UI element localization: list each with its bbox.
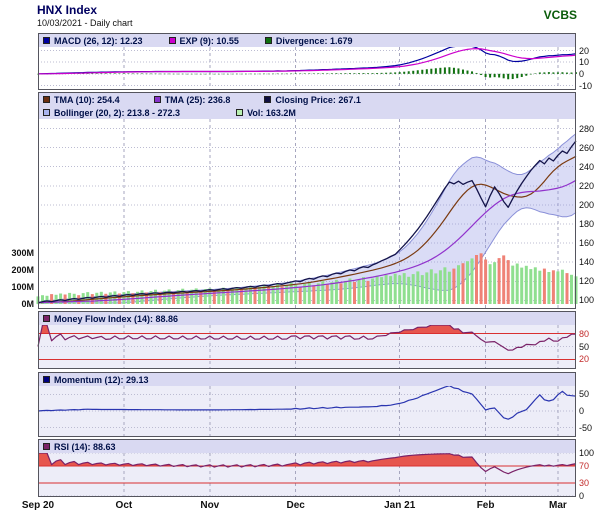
momentum-axis-tick: 0 — [579, 406, 585, 416]
price-axis-tick: 220 — [579, 180, 595, 191]
price-panel-legend: TMA (10): 254.4 TMA (25): 236.8 Closing … — [39, 93, 575, 119]
price-axis-tick: 140 — [579, 257, 595, 268]
macd-swatch-icon — [43, 37, 50, 44]
mfi-legend: Money Flow Index (14): 88.86 — [39, 312, 575, 325]
volume-axis-tick: 300M — [11, 248, 34, 258]
rsi-swatch-icon — [43, 443, 50, 450]
momentum-axis-tick: 50 — [579, 389, 590, 400]
volume-legend-label: Vol: 163.2M — [247, 107, 296, 118]
price-axis-tick: 120 — [579, 276, 595, 287]
macd-legend: MACD (26, 12): 12.23 EXP (9): 10.55 Dive… — [39, 34, 575, 47]
mfi-axis-tick: 50 — [579, 341, 590, 352]
macd-axis-tick: 10 — [579, 57, 590, 68]
legend-item-volume: Vol: 163.2M — [236, 108, 296, 118]
price-axis-tick: 200 — [579, 199, 595, 210]
legend-item-mfi: Money Flow Index (14): 88.86 — [43, 314, 178, 324]
legend-item-bollinger: Bollinger (20, 2): 213.8 - 272.3 — [43, 108, 180, 118]
divergence-swatch-icon — [264, 37, 272, 44]
legend-item-rsi: RSI (14): 88.63 — [43, 442, 116, 452]
exp-swatch-icon — [168, 37, 176, 44]
price-axis-tick: 180 — [579, 219, 595, 229]
volume-axis-tick: 200M — [11, 265, 34, 275]
x-axis-label: Dec — [286, 500, 305, 511]
legend-item-tma10: TMA (10): 254.4 — [43, 95, 120, 105]
macd-axis-tick: 20 — [579, 45, 590, 56]
legend-item-closing-price: Closing Price: 267.1 — [264, 95, 361, 105]
tma25-legend-label: TMA (25): 236.8 — [164, 94, 231, 105]
chart-subtitle: 10/03/2021 - Daily chart — [37, 18, 133, 28]
rsi-axis-tick: 30 — [579, 478, 590, 489]
rsi-axis-tick: 70 — [579, 460, 590, 471]
legend-item-momentum: Momentum (12): 29.13 — [43, 375, 149, 385]
divergence-legend-label: Divergence: 1.679 — [275, 35, 353, 46]
closing-price-swatch-icon — [264, 96, 272, 103]
price-axis-tick: 100 — [579, 295, 595, 306]
mfi-legend-label: Money Flow Index (14): 88.86 — [54, 313, 179, 324]
x-axis-label: Nov — [200, 500, 220, 511]
tma10-legend-label: TMA (10): 254.4 — [54, 94, 120, 105]
macd-legend-label: MACD (26, 12): 12.23 — [54, 35, 143, 46]
macd-axis-tick: -10 — [579, 80, 593, 91]
bollinger-swatch-icon — [43, 109, 50, 116]
x-axis-label: Mar — [548, 500, 567, 511]
tma25-swatch-icon — [153, 96, 161, 103]
x-axis-label: Jan 21 — [384, 500, 416, 511]
rsi-axis-tick: 100 — [579, 448, 595, 458]
tma10-swatch-icon — [43, 96, 50, 103]
legend-item-divergence: Divergence: 1.679 — [264, 35, 353, 46]
price-axis-tick: 240 — [579, 161, 595, 172]
mfi-axis-tick: 20 — [579, 354, 590, 365]
momentum-swatch-icon — [43, 376, 50, 383]
mfi-axis-tick: 80 — [579, 328, 590, 339]
closing-price-legend-label: Closing Price: 267.1 — [275, 94, 361, 105]
momentum-legend-label: Momentum (12): 29.13 — [54, 374, 149, 385]
page-title: HNX Index — [37, 3, 98, 17]
price-legend-row-1: TMA (10): 254.4 TMA (25): 236.8 Closing … — [39, 93, 575, 106]
x-axis-label: Oct — [115, 500, 133, 511]
rsi-legend: RSI (14): 88.63 — [39, 440, 575, 453]
volume-axis-tick: 100M — [11, 282, 34, 292]
price-axis-tick: 280 — [579, 123, 595, 134]
legend-item-macd: MACD (26, 12): 12.23 — [43, 36, 143, 46]
volume-swatch-icon — [236, 109, 244, 116]
x-axis-label: Sep 20 — [21, 500, 55, 511]
price-legend-row-2: Bollinger (20, 2): 213.8 - 272.3 Vol: 16… — [39, 106, 575, 119]
macd-axis-tick: 0 — [579, 68, 585, 79]
price-axis-tick: 260 — [579, 142, 595, 153]
legend-item-exp: EXP (9): 10.55 — [168, 35, 239, 46]
x-axis-label: Feb — [476, 500, 495, 511]
bollinger-legend-label: Bollinger (20, 2): 213.8 - 272.3 — [54, 107, 181, 118]
momentum-axis-tick: -50 — [579, 422, 593, 433]
rsi-axis-tick: 0 — [579, 491, 585, 501]
rsi-legend-label: RSI (14): 88.63 — [54, 441, 116, 452]
exp-legend-label: EXP (9): 10.55 — [179, 35, 239, 46]
momentum-legend: Momentum (12): 29.13 — [39, 373, 575, 386]
legend-item-tma25: TMA (25): 236.8 — [153, 94, 231, 105]
brand-logo: VCBS — [543, 8, 577, 22]
mfi-swatch-icon — [43, 315, 50, 322]
volume-axis-tick: 0M — [21, 299, 34, 309]
price-axis-tick: 160 — [579, 238, 595, 249]
